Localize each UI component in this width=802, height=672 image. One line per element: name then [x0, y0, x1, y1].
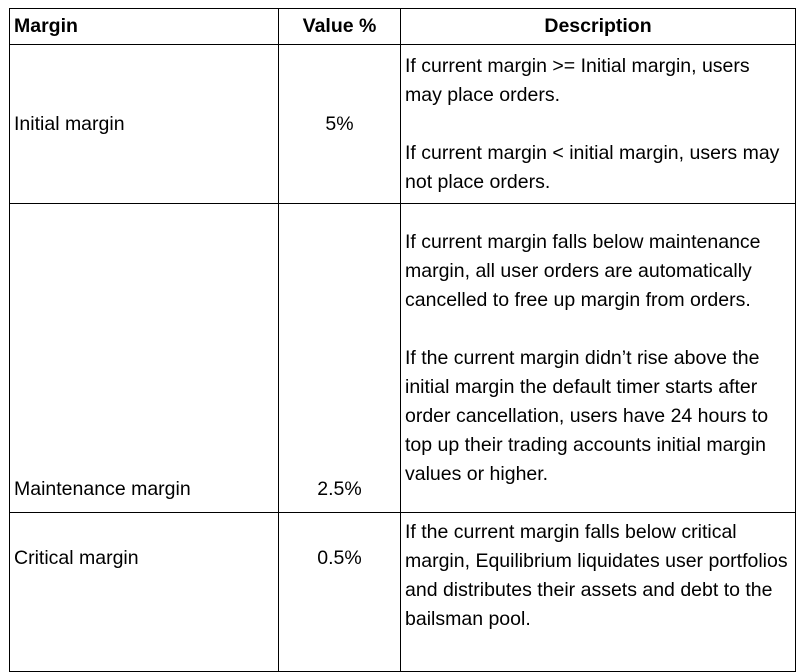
header-cell: Description	[400, 8, 796, 45]
description: If the current margin falls below critic…	[400, 512, 796, 672]
description-paragraph: If current margin >= Initial margin, use…	[405, 54, 750, 106]
description: If current margin >= Initial margin, use…	[400, 44, 796, 204]
margin-name: Critical margin	[9, 512, 279, 672]
header-cell: Margin	[9, 8, 279, 45]
margin-value: 0.5%	[278, 512, 401, 672]
margin-name: Initial margin	[9, 44, 279, 204]
description-paragraph: If current margin falls below maintenanc…	[405, 230, 761, 311]
table-row: Initial margin 5% If current margin >= Ini…	[9, 44, 796, 204]
margin-name: Maintenance margin	[9, 203, 279, 513]
description-paragraph: If current margin < initial margin, user…	[405, 141, 780, 193]
header-row: Margin Value % Description	[9, 8, 796, 45]
description-paragraph: If the current margin falls below critic…	[405, 521, 788, 630]
description: If current margin falls below maintenanc…	[400, 203, 796, 513]
table-body: Initial margin 5% If current margin >= Ini…	[9, 44, 796, 672]
margin-table: Margin Value % Description Initial margi…	[9, 8, 796, 672]
margin-value: 5%	[278, 44, 401, 204]
header-cell: Value %	[278, 8, 401, 45]
description-paragraph: If the current margin didn’t rise above …	[405, 346, 769, 485]
table-row: Critical margin 0.5% If the current margin…	[9, 512, 796, 672]
margin-value: 2.5%	[278, 203, 401, 513]
table-row: Maintenance margin 2.5% If current margin …	[9, 203, 796, 513]
page: Margin Value % Description Initial margi…	[9, 8, 796, 672]
